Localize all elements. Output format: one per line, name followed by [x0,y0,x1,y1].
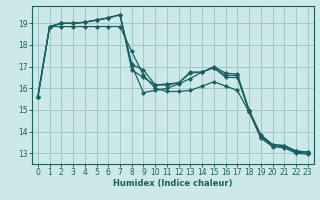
X-axis label: Humidex (Indice chaleur): Humidex (Indice chaleur) [113,179,233,188]
